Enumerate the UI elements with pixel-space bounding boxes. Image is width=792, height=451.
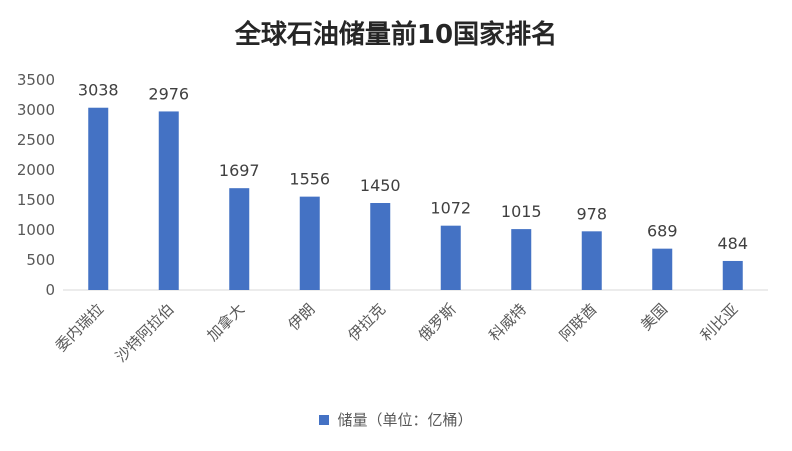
- bar: [88, 107, 109, 290]
- y-tick-label: 3000: [17, 101, 55, 119]
- x-tick-label: 利比亚: [697, 300, 742, 345]
- y-tick-label: 2500: [17, 131, 55, 149]
- bar: [370, 203, 391, 290]
- legend: 储量（单位：亿桶）: [0, 409, 792, 430]
- data-label: 1072: [430, 199, 471, 218]
- legend-label: 储量（单位：亿桶）: [337, 411, 473, 429]
- x-tick-label: 委内瑞拉: [52, 300, 107, 355]
- bar: [299, 196, 320, 290]
- bar: [229, 188, 250, 290]
- x-tick-label: 科威特: [486, 300, 531, 345]
- data-label: 1556: [289, 170, 330, 189]
- bar: [722, 260, 743, 290]
- data-label: 484: [717, 234, 748, 253]
- bar: [652, 248, 673, 290]
- bar: [511, 229, 532, 290]
- x-tick-label: 俄罗斯: [415, 300, 460, 345]
- data-label: 3038: [78, 81, 119, 100]
- data-label: 1450: [360, 176, 401, 195]
- data-label: 978: [576, 204, 607, 223]
- y-tick-label: 1500: [17, 191, 55, 209]
- x-tick-label: 美国: [637, 300, 671, 334]
- bar: [581, 231, 602, 290]
- y-tick-label: 2000: [17, 161, 55, 179]
- data-label: 689: [647, 222, 678, 241]
- data-label: 2976: [148, 84, 189, 103]
- y-tick-label: 0: [45, 281, 55, 299]
- x-tick-label: 伊朗: [285, 300, 319, 334]
- bar: [440, 225, 461, 290]
- y-tick-label: 500: [26, 251, 55, 269]
- data-label: 1015: [501, 202, 542, 221]
- chart-title: 全球石油储量前10国家排名: [234, 20, 558, 50]
- bar: [158, 111, 179, 290]
- x-tick-label: 阿联酋: [556, 300, 601, 345]
- legend-swatch: [319, 414, 330, 425]
- y-tick-label: 3500: [17, 71, 55, 89]
- x-tick-label: 沙特阿拉伯: [112, 300, 178, 366]
- x-tick-label: 伊拉克: [345, 300, 390, 345]
- data-label: 1697: [219, 161, 260, 180]
- x-tick-label: 加拿大: [204, 300, 249, 345]
- y-tick-label: 1000: [17, 221, 55, 239]
